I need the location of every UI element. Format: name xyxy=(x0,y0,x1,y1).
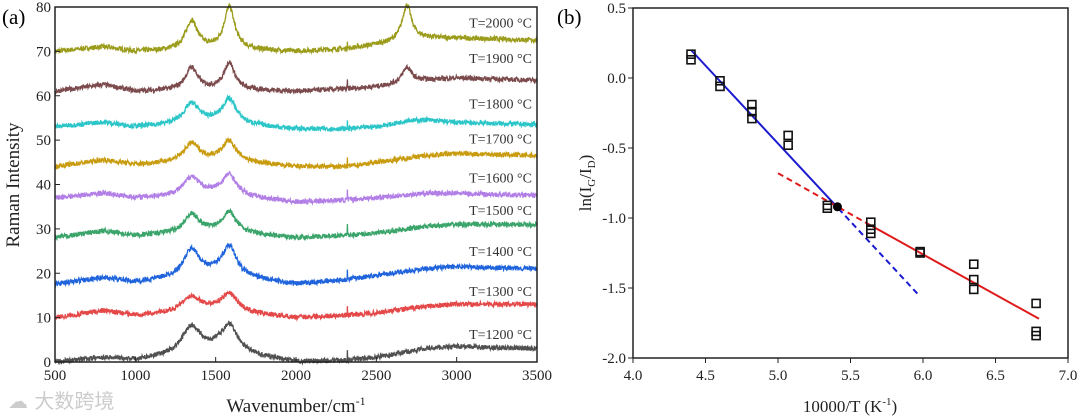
spectrum-label: T=1900 °C xyxy=(469,52,532,67)
data-points xyxy=(686,49,1041,341)
y-tick-label: 20 xyxy=(36,266,51,282)
y-tick-label: 70 xyxy=(36,44,51,60)
fit-lines xyxy=(690,49,1040,320)
spectrum-line xyxy=(54,60,538,96)
data-point xyxy=(686,54,696,65)
spectrum-label: T=1200 °C xyxy=(469,328,532,343)
x-tick-label: 6.5 xyxy=(986,368,1005,384)
fit-line-solid xyxy=(690,49,833,202)
y-tick-label: -2.0 xyxy=(602,351,626,367)
intersection-point xyxy=(832,202,842,212)
x-tick-label: 7.0 xyxy=(1059,368,1078,384)
panel-a-xlabel: Wavenumber/cm-1 xyxy=(226,394,365,417)
y-tick-label: 10 xyxy=(36,311,51,327)
spectrum-line xyxy=(54,170,538,206)
y-tick-label: 50 xyxy=(36,133,51,149)
y-tick-label: 60 xyxy=(36,89,51,105)
data-point xyxy=(783,140,793,150)
spectrum-line xyxy=(54,207,538,242)
fit-line-dashed xyxy=(777,172,866,224)
panel-b-frame xyxy=(632,7,1069,359)
spectrum-label: T=1800 °C xyxy=(469,97,532,112)
data-point xyxy=(822,203,833,213)
x-tick-label: 4.5 xyxy=(696,368,715,384)
x-tick-label: 3500 xyxy=(522,368,552,384)
data-point xyxy=(747,113,757,124)
x-tick-label: 6.0 xyxy=(914,368,933,384)
data-point xyxy=(1031,330,1041,341)
panel-b-xlabel: 10000/T (K-1) xyxy=(803,396,897,416)
spectrum-label: T=1300 °C xyxy=(469,285,532,300)
y-tick-label: 0.0 xyxy=(607,71,626,87)
x-tick-label: 5.0 xyxy=(769,368,788,384)
y-tick-label: 80 xyxy=(36,0,51,16)
spectra-labels: T=2000 °C T=1900 °C T=1800 °C T=1700 °C T=16… xyxy=(469,17,532,344)
y-tick-label: 40 xyxy=(36,178,51,194)
y-tick-label: -1.5 xyxy=(602,281,626,297)
data-point xyxy=(715,76,725,86)
spectra xyxy=(54,2,538,366)
y-tick-label: -1.0 xyxy=(602,211,626,227)
data-point xyxy=(968,284,979,295)
fit-line-dashed xyxy=(830,200,920,296)
watermark: ☁ 大数跨境 xyxy=(8,389,114,413)
fit-line-solid xyxy=(864,221,1040,320)
data-point xyxy=(865,217,876,227)
panel-a-ticks: 500 1000 1500 2000 2500 3000 3500 0 10 20 30 40 50 60… xyxy=(36,0,552,384)
x-tick-label: 500 xyxy=(44,368,67,384)
data-point xyxy=(865,228,876,239)
x-tick-label: 2500 xyxy=(361,368,391,384)
spectrum-line xyxy=(54,93,538,133)
spectrum-label: T=1500 °C xyxy=(469,204,532,219)
data-point xyxy=(968,259,979,270)
spectrum-label: T=1600 °C xyxy=(469,171,532,186)
data-point xyxy=(747,106,757,117)
spectrum-label: T=2000 °C xyxy=(469,17,532,32)
spectrum-line xyxy=(54,242,538,288)
data-point xyxy=(968,274,979,285)
panel-b: (b) 4.0 4.5 5.0 5.5 6.0 6.5 7.0 -2.0 -1.5 -1.0 -0.… xyxy=(557,1,1077,416)
spectrum-line xyxy=(54,2,538,56)
panel-a-ylabel: Raman Intensity xyxy=(3,122,24,248)
data-point xyxy=(1031,298,1041,309)
data-point xyxy=(915,248,925,258)
x-tick-label: 2000 xyxy=(281,368,311,384)
data-point xyxy=(747,99,757,110)
panel-a-frame xyxy=(54,6,538,363)
panel-a-label: (a) xyxy=(2,5,25,29)
y-tick-label: 0 xyxy=(44,355,52,371)
y-tick-label: 0.5 xyxy=(607,1,626,17)
data-point xyxy=(686,49,696,60)
x-tick-label: 1500 xyxy=(201,368,231,384)
x-tick-label: 5.5 xyxy=(841,368,860,384)
spectrum-label: T=1700 °C xyxy=(469,132,532,147)
x-tick-label: 4.0 xyxy=(624,368,643,384)
data-point xyxy=(822,200,833,211)
x-tick-label: 3000 xyxy=(442,368,472,384)
y-tick-label: 30 xyxy=(36,222,51,238)
data-point xyxy=(783,130,793,141)
data-point xyxy=(715,81,725,92)
spectrum-label: T=1400 °C xyxy=(469,245,532,260)
x-tick-label: 1000 xyxy=(120,368,150,384)
spectrum-line xyxy=(54,290,538,322)
panel-a: (a) T=2000 °C T=1900 °C T=1800 °C T=1700 °C… xyxy=(2,0,552,417)
spectrum-line xyxy=(54,136,538,171)
panel-b-ylabel: ln(IG/ID) xyxy=(576,155,598,212)
panel-b-label: (b) xyxy=(557,5,582,29)
panel-b-ticks: 4.0 4.5 5.0 5.5 6.0 6.5 7.0 -2.0 -1.5 -1.0 -0.5 0.0… xyxy=(602,1,1077,384)
y-tick-label: -0.5 xyxy=(602,141,626,157)
